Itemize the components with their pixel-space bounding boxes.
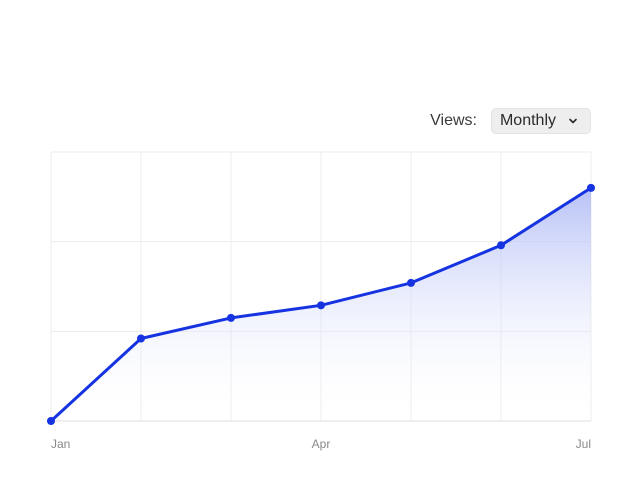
- data-point-jun: [497, 241, 505, 250]
- views-control: Views: Monthly: [430, 108, 591, 134]
- x-tick-label-jan: Jan: [51, 437, 70, 451]
- data-point-jul: [587, 183, 595, 192]
- chevron-down-icon: [569, 118, 577, 124]
- views-dropdown[interactable]: Monthly: [490, 108, 591, 134]
- data-point-may: [407, 278, 415, 287]
- data-point-apr: [317, 301, 325, 310]
- series-area: [51, 187, 591, 421]
- x-tick-label-jul: Jul: [576, 437, 591, 451]
- data-point-feb: [137, 334, 145, 343]
- views-dropdown-value: Monthly: [499, 112, 556, 129]
- data-point-jan: [47, 417, 55, 425]
- data-point-mar: [227, 313, 235, 322]
- x-tick-label-apr: Apr: [312, 437, 331, 451]
- views-label: Views:: [430, 112, 477, 129]
